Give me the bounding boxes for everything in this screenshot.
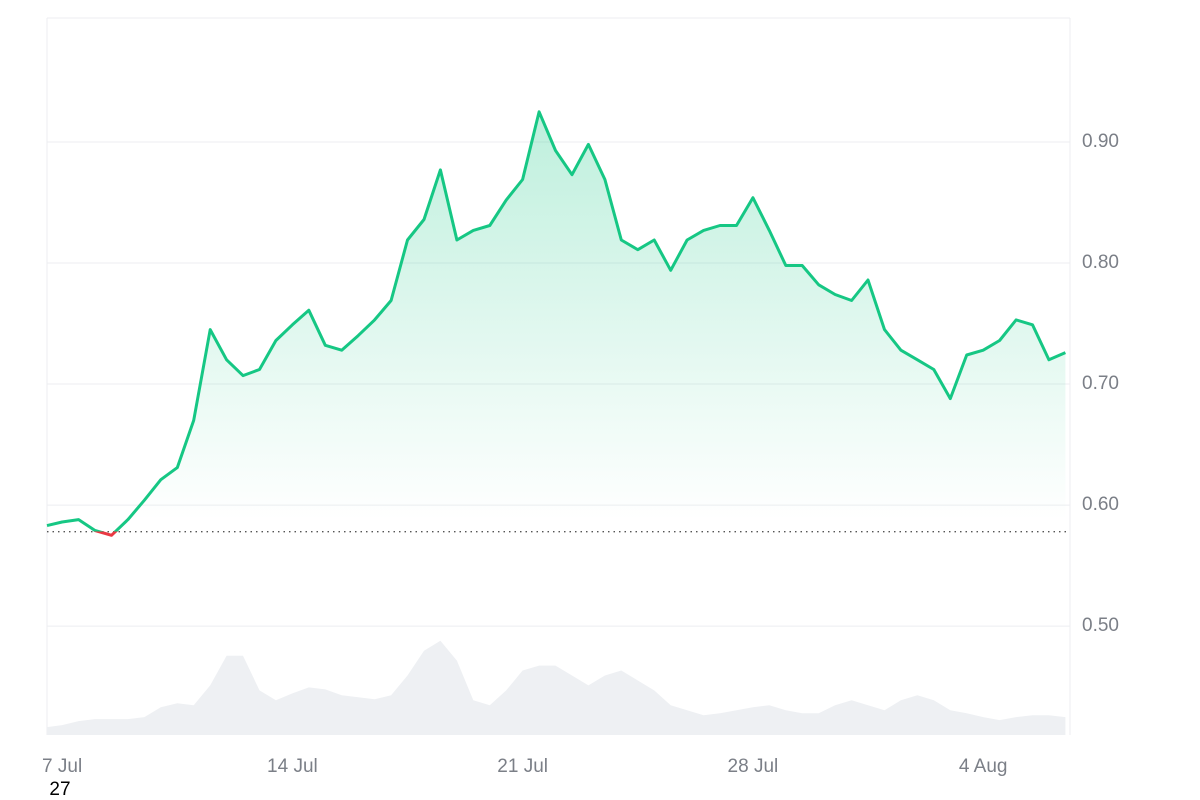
volume-area [47, 640, 1066, 735]
x-tick-label: 21 Jul [497, 756, 548, 777]
y-tick-label: 0.50 [1082, 615, 1119, 636]
y-tick-label: 0.90 [1082, 131, 1119, 152]
x-tick-label: 7 Jul [42, 756, 82, 777]
y-tick-label: 0.80 [1082, 252, 1119, 273]
price-line [46, 110, 1066, 537]
annotation: 27 [49, 779, 70, 800]
y-tick-label: 0.70 [1082, 373, 1119, 394]
x-tick-label: 28 Jul [728, 756, 779, 777]
price-area [47, 111, 1066, 736]
x-tick-label: 4 Aug [959, 756, 1008, 777]
y-tick-label: 0.60 [1082, 494, 1119, 515]
x-tick-label: 14 Jul [267, 756, 318, 777]
